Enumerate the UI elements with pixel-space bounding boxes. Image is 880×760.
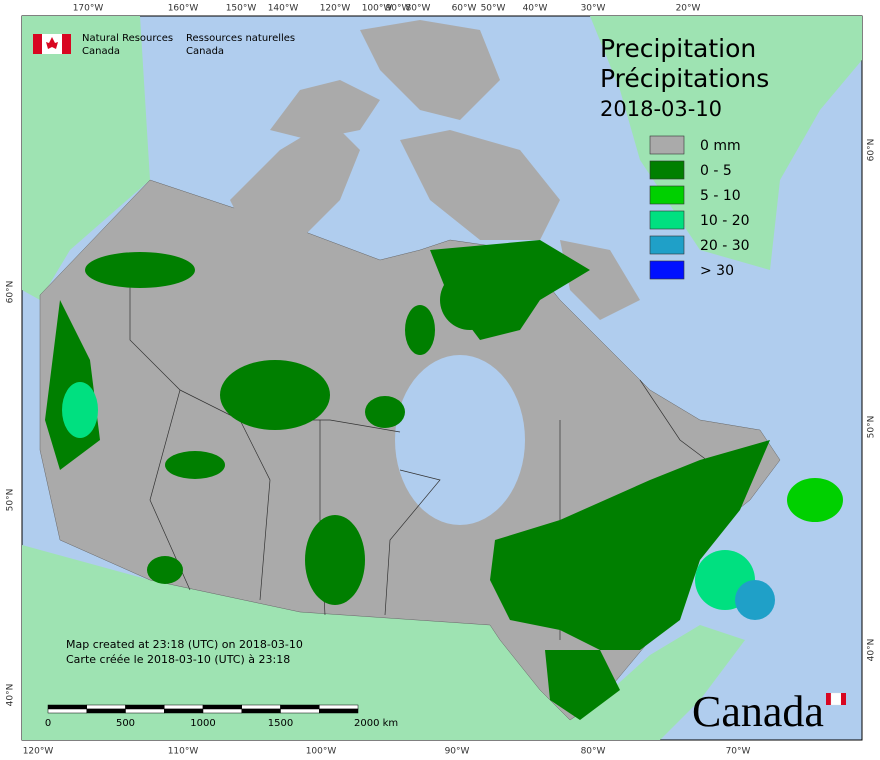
lon-label: 40°W <box>523 4 548 14</box>
scale-segment <box>125 708 165 714</box>
arctic-island <box>560 240 640 320</box>
legend-swatch <box>649 135 685 155</box>
lat-label: 40°N <box>867 639 877 662</box>
scale-label: 2000 km <box>354 718 398 729</box>
scale-segment <box>280 708 320 714</box>
lon-label: 80°W <box>581 747 606 757</box>
title: Precipitation <box>600 34 756 63</box>
lon-label: 110°W <box>168 747 199 757</box>
lon-label: 170°W <box>73 4 104 14</box>
lon-label: 60°W <box>452 4 477 14</box>
lat-label: 60°N <box>867 139 877 162</box>
scale-segment <box>241 708 281 714</box>
legend: 0 mm 0 - 5 5 - 10 10 - 20 20 - 30 > 30 <box>649 135 750 280</box>
lon-label: 30°W <box>581 4 606 14</box>
arctic-island <box>360 20 500 120</box>
legend-label: 5 - 10 <box>700 188 741 204</box>
legend-label: 0 mm <box>700 138 741 154</box>
title: Précipitations <box>600 64 769 93</box>
agency-fr: Canada <box>186 46 224 57</box>
baffin-island <box>400 130 560 240</box>
agency-en: Canada <box>82 46 120 57</box>
lon-label: 90°W <box>386 4 411 14</box>
scale-label: 1500 <box>268 718 293 729</box>
lon-label: 100°W <box>362 4 393 14</box>
lon-label: 150°W <box>226 4 257 14</box>
legend-swatch <box>649 235 685 255</box>
legend-swatch <box>649 185 685 205</box>
legend-swatch <box>649 210 685 230</box>
scale-segment <box>319 708 359 714</box>
date: 2018-03-10 <box>600 97 722 121</box>
wordmark-flag <box>826 692 846 706</box>
scale-segment <box>319 704 359 710</box>
scale-segment <box>202 708 242 714</box>
wordmark: Canada <box>692 687 824 736</box>
legend-label: 20 - 30 <box>700 238 750 254</box>
lon-label: 80°W <box>406 4 431 14</box>
agency-fr: Ressources naturelles <box>186 33 295 44</box>
greenland <box>590 16 862 270</box>
hudson-bay <box>395 355 525 525</box>
legend-swatch <box>649 160 685 180</box>
lat-label: 60°N <box>6 281 16 304</box>
scale-segment <box>47 704 87 710</box>
scale-segment <box>86 708 126 714</box>
lon-label: 50°W <box>481 4 506 14</box>
agency-en: Natural Resources <box>82 33 173 44</box>
scale-segment <box>241 704 281 710</box>
scale-segment <box>202 704 242 710</box>
lon-label: 100°W <box>306 747 337 757</box>
usa <box>22 545 745 740</box>
scale-segment <box>47 708 87 714</box>
lon-label: 160°W <box>168 4 199 14</box>
scale-segment <box>280 704 320 710</box>
precip <box>45 240 843 720</box>
alaska <box>22 16 150 300</box>
scale-label: 1000 <box>190 718 215 729</box>
arctic-island <box>230 120 360 240</box>
legend-label: > 30 <box>700 263 734 279</box>
lat-label: 40°N <box>6 684 16 707</box>
scale-segment <box>86 704 126 710</box>
scale-segment <box>164 704 204 710</box>
legend-label: 10 - 20 <box>700 213 750 229</box>
scale-segment <box>125 704 165 710</box>
scale-label: 500 <box>116 718 135 729</box>
footer: Carte créée le 2018-03-10 (UTC) à 23:18 <box>66 653 290 666</box>
lon-label: 140°W <box>268 4 299 14</box>
lon-label: 120°W <box>320 4 351 14</box>
scale-bar: 0 500 1000 1500 2000 km <box>45 704 398 729</box>
flag <box>33 34 71 54</box>
lat-label: 50°N <box>6 489 16 512</box>
lon-label: 120°W <box>23 747 54 757</box>
lat-label: 50°N <box>867 416 877 439</box>
lon-label: 90°W <box>445 747 470 757</box>
scale-segment <box>164 708 204 714</box>
lon-label: 20°W <box>676 4 701 14</box>
scale-label: 0 <box>45 718 51 729</box>
lon-label: 70°W <box>726 747 751 757</box>
legend-label: 0 - 5 <box>700 163 732 179</box>
legend-swatch <box>649 260 685 280</box>
footer: Map created at 23:18 (UTC) on 2018-03-10 <box>66 638 303 651</box>
graticule: 170°W 160°W 150°W 140°W 120°W 100°W90°W80°W 60… <box>6 4 877 757</box>
arctic-island <box>270 80 380 140</box>
